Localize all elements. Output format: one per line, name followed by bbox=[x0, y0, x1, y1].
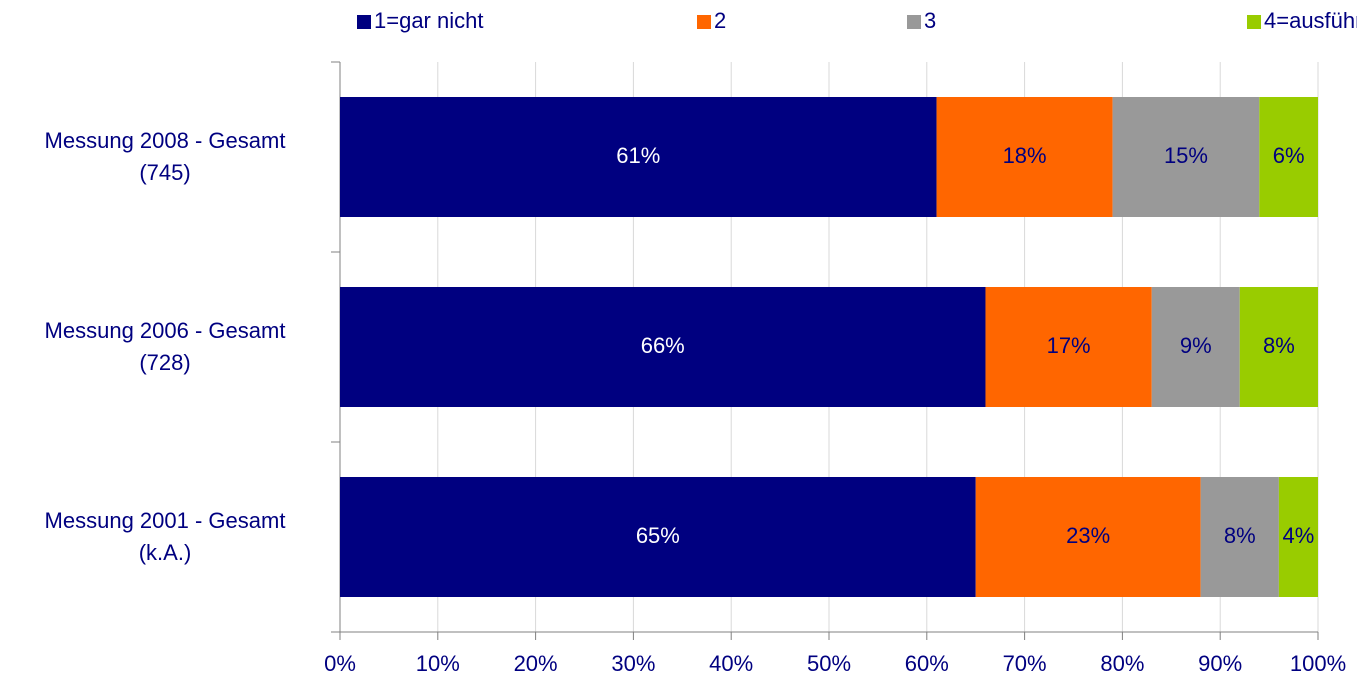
bar-segment bbox=[1112, 97, 1260, 217]
category-label: Messung 2006 - Gesamt (728) bbox=[44, 318, 286, 375]
x-tick-label: 50% bbox=[807, 651, 851, 676]
value-label: 8% bbox=[1263, 333, 1295, 358]
x-tick-label: 0% bbox=[324, 651, 356, 676]
legend-label: 3 bbox=[924, 8, 936, 33]
value-label: 23% bbox=[1066, 523, 1110, 548]
legend-swatch bbox=[1247, 15, 1261, 29]
bar-segment bbox=[340, 97, 937, 217]
value-label: 18% bbox=[1003, 143, 1047, 168]
value-label: 8% bbox=[1224, 523, 1256, 548]
value-label: 61% bbox=[616, 143, 660, 168]
value-label: 65% bbox=[636, 523, 680, 548]
bar-segment bbox=[1239, 287, 1318, 407]
x-tick-label: 100% bbox=[1290, 651, 1346, 676]
value-label: 6% bbox=[1273, 143, 1305, 168]
value-label: 66% bbox=[641, 333, 685, 358]
value-label: 9% bbox=[1180, 333, 1212, 358]
bar-segment bbox=[1259, 97, 1318, 217]
category-label: Messung 2008 - Gesamt (745) bbox=[44, 128, 286, 185]
bar-segment bbox=[936, 97, 1113, 217]
legend-label: 1=gar nicht bbox=[374, 8, 483, 33]
legend-label: 2 bbox=[714, 8, 726, 33]
value-label: 4% bbox=[1283, 523, 1315, 548]
x-tick-label: 10% bbox=[416, 651, 460, 676]
x-tick-label: 90% bbox=[1198, 651, 1242, 676]
x-tick-label: 20% bbox=[514, 651, 558, 676]
x-tick-label: 60% bbox=[905, 651, 949, 676]
value-label: 15% bbox=[1164, 143, 1208, 168]
bar-segment bbox=[985, 287, 1152, 407]
legend-swatch bbox=[357, 15, 371, 29]
x-tick-label: 30% bbox=[611, 651, 655, 676]
x-tick-label: 80% bbox=[1100, 651, 1144, 676]
bar-segment bbox=[975, 477, 1201, 597]
x-tick-label: 40% bbox=[709, 651, 753, 676]
category-label: Messung 2001 - Gesamt (k.A.) bbox=[44, 508, 286, 565]
value-label: 17% bbox=[1047, 333, 1091, 358]
bar-segment bbox=[1151, 287, 1240, 407]
legend-label: 4=ausführlich bbox=[1264, 8, 1357, 33]
legend-swatch bbox=[907, 15, 921, 29]
bar-segment bbox=[340, 287, 986, 407]
bar-segment bbox=[1278, 477, 1318, 597]
legend-swatch bbox=[697, 15, 711, 29]
bar-segment bbox=[1200, 477, 1279, 597]
x-tick-label: 70% bbox=[1003, 651, 1047, 676]
bar-segment bbox=[340, 477, 976, 597]
